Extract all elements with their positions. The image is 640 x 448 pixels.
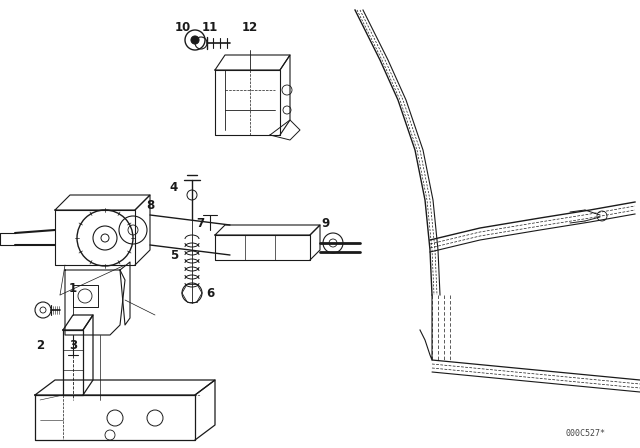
- Text: 3: 3: [69, 339, 77, 352]
- Circle shape: [191, 36, 199, 44]
- Text: 5: 5: [170, 249, 178, 262]
- Text: 7: 7: [196, 216, 204, 229]
- Text: 9: 9: [321, 216, 329, 229]
- Text: 2: 2: [36, 339, 44, 352]
- Text: 1: 1: [69, 281, 77, 294]
- Text: 4: 4: [170, 181, 178, 194]
- Text: 12: 12: [242, 21, 258, 34]
- Text: 8: 8: [146, 198, 154, 211]
- Text: 10: 10: [175, 21, 191, 34]
- Text: 11: 11: [202, 21, 218, 34]
- Text: 000C527*: 000C527*: [565, 429, 605, 438]
- Text: 6: 6: [206, 287, 214, 300]
